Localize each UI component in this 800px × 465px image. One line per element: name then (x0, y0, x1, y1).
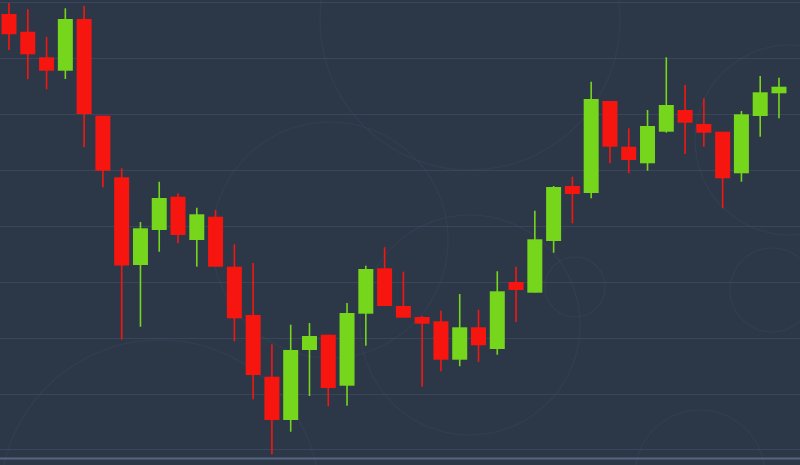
candle-body (583, 99, 599, 193)
candle-16 (283, 324, 299, 432)
candle-36 (658, 57, 674, 133)
watermark-circle (635, 409, 765, 465)
candle-body (471, 327, 486, 346)
candle-1 (1, 3, 17, 50)
candle-42 (771, 77, 787, 119)
candle-body (264, 376, 280, 420)
candle-28 (508, 266, 524, 322)
candle-5 (76, 6, 92, 147)
candle-25 (452, 294, 468, 367)
candle-body (301, 336, 317, 350)
candle-body (114, 177, 130, 266)
candle-body (640, 126, 656, 164)
candle-40 (733, 111, 749, 182)
candle-body (489, 291, 505, 349)
candle-9 (151, 181, 167, 252)
candle-6 (95, 115, 111, 188)
candle-41 (752, 76, 768, 137)
candle-27 (489, 271, 505, 355)
candle-37 (677, 85, 693, 154)
candle-body (602, 101, 618, 147)
candle-23 (414, 316, 430, 387)
candle-body (377, 268, 393, 306)
candle-26 (471, 309, 486, 362)
candle-body (564, 186, 580, 194)
candle-body (358, 269, 374, 314)
candle-body (677, 110, 693, 123)
candle-31 (564, 176, 580, 224)
candle-34 (621, 128, 637, 174)
candle-20 (358, 265, 374, 346)
candle-2 (20, 9, 36, 79)
candle-body (132, 228, 148, 265)
candle-4 (57, 8, 73, 79)
candle-body (245, 315, 261, 375)
candle-body (771, 86, 787, 94)
candle-body (39, 57, 55, 71)
candle-22 (395, 271, 411, 318)
candle-8 (132, 222, 148, 327)
candle-11 (189, 207, 205, 267)
candle-15 (264, 344, 280, 455)
candle-body (621, 146, 637, 160)
candle-24 (433, 310, 449, 372)
candle-29 (527, 210, 543, 293)
candle-10 (170, 193, 186, 244)
candle-body (170, 196, 186, 235)
candle-body (208, 216, 224, 267)
candle-35 (640, 110, 656, 171)
candle-body (414, 317, 430, 324)
candle-body (95, 115, 111, 171)
candle-body (733, 114, 749, 174)
watermark-circle (359, 214, 581, 436)
candle-14 (245, 263, 261, 400)
candle-body (658, 105, 674, 132)
candle-body (20, 31, 36, 55)
candle-body (752, 92, 768, 116)
candles (1, 3, 787, 455)
candle-30 (546, 186, 562, 253)
candle-body (283, 350, 299, 420)
candle-19 (339, 303, 355, 406)
watermark-circle (544, 256, 606, 318)
candle-33 (602, 101, 618, 164)
candle-32 (583, 81, 599, 199)
candle-body (339, 313, 355, 386)
candle-body (546, 187, 562, 241)
candle-3 (39, 37, 55, 90)
candle-body (527, 239, 543, 293)
candle-body (508, 282, 524, 290)
candle-body (715, 131, 731, 179)
candle-body (57, 19, 73, 71)
watermark-circle (3, 339, 317, 465)
candle-17 (301, 323, 317, 396)
candle-body (226, 266, 242, 319)
candle-body (320, 334, 336, 388)
watermark-circle (694, 44, 800, 236)
watermark-circle (729, 247, 800, 333)
candle-18 (320, 334, 336, 407)
candle-body (433, 321, 449, 360)
candle-body (1, 14, 17, 35)
watermark-circle (319, 0, 621, 171)
candle-7 (114, 168, 130, 340)
candle-body (395, 306, 411, 318)
candle-body (151, 198, 167, 230)
candle-body (189, 214, 205, 240)
candle-body (696, 124, 712, 133)
candle-body (76, 19, 92, 114)
candle-38 (696, 98, 712, 147)
candle-39 (715, 131, 731, 209)
candle-13 (226, 244, 242, 342)
candle-body (452, 327, 468, 360)
candle-12 (208, 210, 224, 267)
candle-21 (377, 247, 393, 306)
